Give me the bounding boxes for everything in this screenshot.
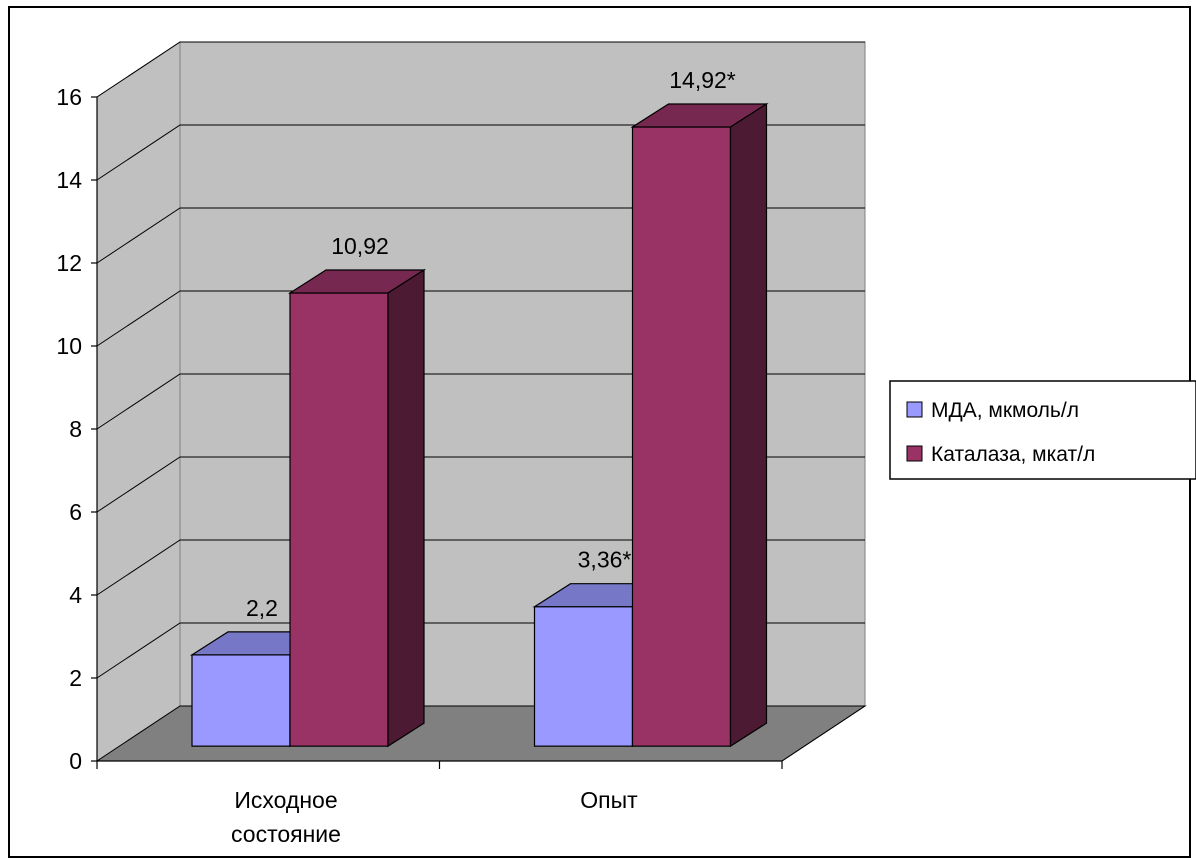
legend-swatch-mda	[906, 401, 923, 418]
bar-front-1-0	[533, 606, 634, 747]
y-tick-label: 2	[69, 665, 82, 691]
y-tick-label: 10	[56, 333, 82, 359]
bar-front-0-1	[289, 292, 389, 747]
y-tick-label: 8	[69, 416, 82, 442]
data-label-0-0: 2,2	[246, 595, 278, 621]
bar-side-0-1	[387, 268, 425, 748]
legend: МДА, мкмоль/л Каталаза, мкат/л	[889, 380, 1196, 480]
category-label-0: Исходное	[234, 787, 337, 813]
y-tick-label: 12	[56, 250, 82, 276]
y-tick-label: 0	[69, 748, 82, 774]
category-label-0: состояние	[231, 821, 341, 847]
bars	[189, 102, 769, 748]
axes: 0 2 4 6 8 10 12 14 16	[56, 84, 866, 774]
category-label-1: Опыт	[580, 787, 638, 813]
gridline	[96, 41, 865, 98]
y-tick-label: 16	[56, 84, 82, 110]
bar-side-1-1	[729, 102, 768, 748]
legend-swatch-catalase	[906, 445, 923, 462]
legend-box	[889, 380, 1196, 480]
y-tick-label: 14	[56, 167, 82, 193]
y-tick-label: 4	[69, 582, 82, 608]
floor-edge	[781, 705, 866, 762]
bar-front-1-1	[631, 126, 732, 747]
data-label-1-0: 3,36*	[578, 547, 632, 573]
labels: 2,2 10,92 Исходное состояние 3,36* 14,92* Опыт	[231, 67, 736, 847]
y-tick-label: 6	[69, 499, 82, 525]
legend-label-mda: МДА, мкмоль/л	[931, 399, 1079, 422]
legend-label-catalase: Каталаза, мкат/л	[931, 443, 1095, 466]
data-label-1-1: 14,92*	[669, 67, 736, 93]
data-label-0-1: 10,92	[331, 233, 389, 259]
bar-front-0-0	[191, 654, 291, 747]
